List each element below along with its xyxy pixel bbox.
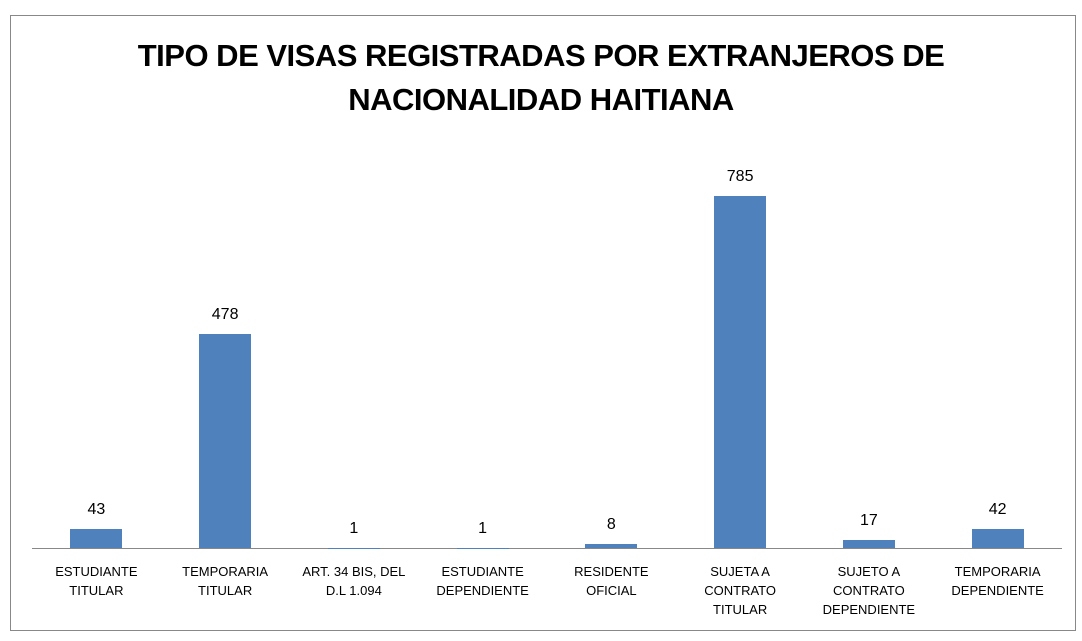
data-label: 8 <box>606 516 616 534</box>
data-label: 17 <box>859 512 878 530</box>
x-tick-label: ART. 34 BIS, DEL D.L 1.094 <box>302 564 406 598</box>
x-tick-label: ESTUDIANTE TITULAR <box>55 564 138 598</box>
x-tick-label: TEMPORARIA DEPENDIENTE <box>951 564 1044 598</box>
x-axis <box>32 548 1062 549</box>
data-label: 43 <box>87 500 106 518</box>
bar <box>199 333 252 548</box>
bar <box>714 196 767 548</box>
x-tick-label: TEMPORARIA TITULAR <box>182 564 269 598</box>
data-label: 478 <box>211 305 239 323</box>
x-tick-label: SUJETA A CONTRATO TITULAR <box>704 564 776 617</box>
x-tick-label: ESTUDIANTE DEPENDIENTE <box>436 564 529 598</box>
bar <box>971 529 1024 548</box>
data-label: 42 <box>988 501 1007 519</box>
bar <box>842 540 895 548</box>
data-label: 1 <box>478 519 488 537</box>
data-label: 785 <box>726 168 754 185</box>
bar <box>585 544 638 548</box>
data-label: 1 <box>349 519 359 537</box>
chart-title: TIPO DE VISAS REGISTRADAS POR EXTRANJERO… <box>137 38 945 117</box>
x-tick-label: SUJETO A CONTRATO DEPENDIENTE <box>822 564 916 617</box>
bar <box>70 528 123 548</box>
x-tick-label: RESIDENTE OFICIAL <box>574 564 649 598</box>
chart-frame <box>10 15 1076 631</box>
